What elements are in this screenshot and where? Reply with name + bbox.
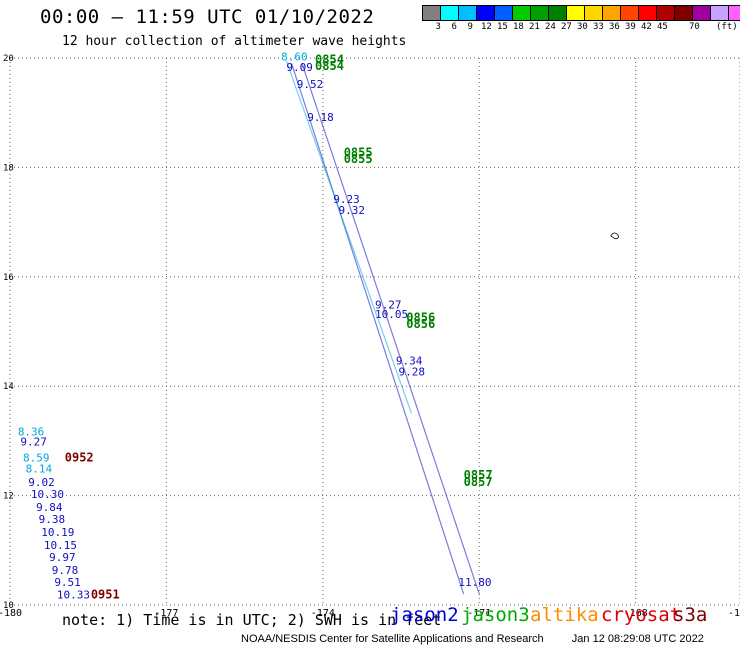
swh-label: 8.14 bbox=[26, 463, 53, 476]
legend-label: 15 bbox=[497, 22, 508, 32]
swh-label: 8.60 bbox=[281, 51, 308, 64]
legend-s3a: s3a bbox=[673, 604, 708, 626]
units-note: note: 1) Time is in UTC; 2) SWH is in fe… bbox=[62, 611, 442, 629]
legend-jason2: jason2 bbox=[390, 604, 459, 626]
swh-label: 9.27 bbox=[20, 435, 47, 448]
swh-label: 10.19 bbox=[41, 526, 74, 539]
swh-label: 11.80 bbox=[458, 576, 491, 589]
y-tick-label: 18 bbox=[3, 163, 14, 173]
swh-label: 9.09 bbox=[286, 61, 313, 74]
time-label: 0857 bbox=[464, 468, 493, 482]
track-line bbox=[301, 63, 480, 595]
swh-label: 9.38 bbox=[39, 513, 66, 526]
legend-label: 27 bbox=[561, 22, 572, 32]
island-marker bbox=[610, 232, 619, 240]
time-label: 0856 bbox=[406, 311, 435, 325]
legend-label: 36 bbox=[609, 22, 620, 32]
legend-label: 42 bbox=[641, 22, 652, 32]
swh-label: 9.27 bbox=[375, 299, 402, 312]
swh-label: 9.52 bbox=[297, 78, 324, 91]
time-label: 0952 bbox=[65, 451, 94, 465]
legend-label: 3 bbox=[435, 22, 441, 32]
legend-label: 70 bbox=[689, 22, 700, 32]
legend-label: (ft) bbox=[716, 22, 738, 32]
swh-label: 8.59 bbox=[23, 452, 49, 465]
x-tick-label: -177 bbox=[154, 608, 178, 619]
legend-swatch bbox=[728, 5, 740, 21]
y-tick-label: 12 bbox=[3, 492, 14, 502]
legend-label: 45 bbox=[657, 22, 668, 32]
y-tick-label: 10 bbox=[3, 601, 14, 611]
x-tick-label: -171 bbox=[467, 608, 491, 619]
y-tick-label: 20 bbox=[3, 54, 14, 64]
swh-label: 10.33 bbox=[57, 588, 90, 601]
legend-altika: altika bbox=[530, 604, 599, 626]
time-label: 0856 bbox=[406, 317, 435, 331]
swh-label: 9.51 bbox=[54, 576, 80, 589]
legend-label: 39 bbox=[625, 22, 636, 32]
chart-title: 00:00 – 11:59 UTC 01/10/2022 bbox=[40, 6, 375, 28]
swh-label: 9.34 bbox=[396, 354, 423, 367]
time-label: 0951 bbox=[91, 587, 120, 601]
legend-label: 9 bbox=[467, 22, 473, 32]
y-tick-label: 16 bbox=[3, 273, 14, 283]
time-label: 0854 bbox=[315, 52, 344, 66]
chart-subtitle: 12 hour collection of altimeter wave hei… bbox=[62, 34, 407, 49]
x-tick-label: -180 bbox=[0, 608, 22, 619]
legend-jason3: jason3 bbox=[461, 604, 530, 626]
swh-label: 9.84 bbox=[36, 501, 63, 514]
swh-label: 9.02 bbox=[28, 476, 55, 489]
x-tick-label: -166 bbox=[728, 608, 740, 619]
time-label: 0855 bbox=[344, 152, 373, 166]
legend-label: 12 bbox=[481, 22, 492, 32]
legend-label: 30 bbox=[577, 22, 588, 32]
credit-text: NOAA/NESDIS Center for Satellite Applica… bbox=[241, 633, 544, 645]
swh-label: 10.30 bbox=[31, 488, 64, 501]
swh-label: 10.15 bbox=[44, 539, 77, 552]
swh-label: 9.32 bbox=[339, 204, 366, 217]
swh-label: 9.78 bbox=[52, 564, 79, 577]
legend-label: 24 bbox=[545, 22, 556, 32]
swh-label: 9.18 bbox=[307, 111, 334, 124]
credit-line: NOAA/NESDIS Center for Satellite Applica… bbox=[241, 633, 704, 645]
legend-label: 33 bbox=[593, 22, 604, 32]
swh-label: 8.36 bbox=[18, 425, 44, 438]
time-label: 0854 bbox=[315, 59, 344, 73]
legend-label: 18 bbox=[513, 22, 524, 32]
time-label: 0857 bbox=[464, 475, 493, 489]
swh-label: 10.05 bbox=[375, 308, 408, 321]
x-tick-label: -174 bbox=[311, 608, 335, 619]
generated-timestamp: Jan 12 08:29:08 UTC 2022 bbox=[571, 633, 704, 645]
legend-cryosat: cryosat bbox=[601, 604, 682, 626]
legend-label: 6 bbox=[451, 22, 457, 32]
y-tick-label: 14 bbox=[3, 382, 14, 392]
time-label: 0855 bbox=[344, 145, 373, 159]
x-tick-label: -168 bbox=[624, 608, 648, 619]
swh-label: 9.23 bbox=[333, 193, 360, 206]
track-line bbox=[291, 63, 465, 595]
swh-label: 9.97 bbox=[49, 551, 76, 564]
legend-label: 21 bbox=[529, 22, 540, 32]
color-legend bbox=[422, 5, 740, 21]
track-line bbox=[285, 60, 413, 414]
swh-label: 9.28 bbox=[398, 365, 425, 378]
